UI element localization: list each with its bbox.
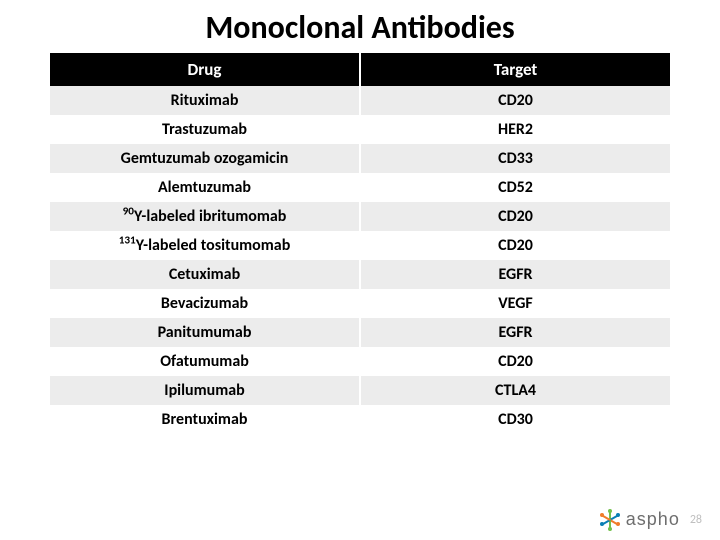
table-row: Gemtuzumab ozogamicinCD33 (50, 144, 670, 173)
target-cell: EGFR (360, 260, 670, 289)
target-cell: CD20 (360, 347, 670, 376)
table-row: BevacizumabVEGF (50, 289, 670, 318)
target-cell: CD20 (360, 231, 670, 260)
drug-cell: Ipilumumab (50, 376, 360, 405)
table-row: IpilumumabCTLA4 (50, 376, 670, 405)
target-cell: CD30 (360, 405, 670, 434)
table-row: CetuximabEGFR (50, 260, 670, 289)
target-cell: CTLA4 (360, 376, 670, 405)
aspho-logo: aspho (600, 509, 680, 530)
page-number: 28 (690, 513, 702, 527)
slide: Monoclonal Antibodies DrugTarget Rituxim… (0, 0, 720, 540)
table-row: 90Y-labeled ibritumomabCD20 (50, 202, 670, 231)
table-row: BrentuximabCD30 (50, 405, 670, 434)
drug-cell: Panitumumab (50, 318, 360, 347)
slide-title: Monoclonal Antibodies (50, 10, 670, 45)
target-cell: CD52 (360, 173, 670, 202)
target-cell: CD20 (360, 202, 670, 231)
table-row: RituximabCD20 (50, 86, 670, 115)
logo-asterisk-icon (600, 510, 620, 530)
target-cell: VEGF (360, 289, 670, 318)
drug-cell: Cetuximab (50, 260, 360, 289)
column-header: Target (360, 53, 670, 86)
target-cell: CD20 (360, 86, 670, 115)
target-cell: CD33 (360, 144, 670, 173)
target-cell: HER2 (360, 115, 670, 144)
table-row: AlemtuzumabCD52 (50, 173, 670, 202)
table-row: 131Y-labeled tositumomabCD20 (50, 231, 670, 260)
antibody-table: DrugTarget RituximabCD20TrastuzumabHER2G… (50, 53, 670, 434)
drug-cell: 131Y-labeled tositumomab (50, 231, 360, 260)
table-row: TrastuzumabHER2 (50, 115, 670, 144)
drug-cell: Bevacizumab (50, 289, 360, 318)
drug-cell: Alemtuzumab (50, 173, 360, 202)
table-head: DrugTarget (50, 53, 670, 86)
column-header: Drug (50, 53, 360, 86)
target-cell: EGFR (360, 318, 670, 347)
footer: aspho 28 (600, 509, 702, 530)
table-row: OfatumumabCD20 (50, 347, 670, 376)
drug-cell: 90Y-labeled ibritumomab (50, 202, 360, 231)
drug-cell: Ofatumumab (50, 347, 360, 376)
table-body: RituximabCD20TrastuzumabHER2Gemtuzumab o… (50, 86, 670, 434)
table-row: PanitumumabEGFR (50, 318, 670, 347)
logo-text: aspho (626, 509, 680, 530)
drug-cell: Gemtuzumab ozogamicin (50, 144, 360, 173)
drug-cell: Trastuzumab (50, 115, 360, 144)
drug-cell: Rituximab (50, 86, 360, 115)
drug-cell: Brentuximab (50, 405, 360, 434)
